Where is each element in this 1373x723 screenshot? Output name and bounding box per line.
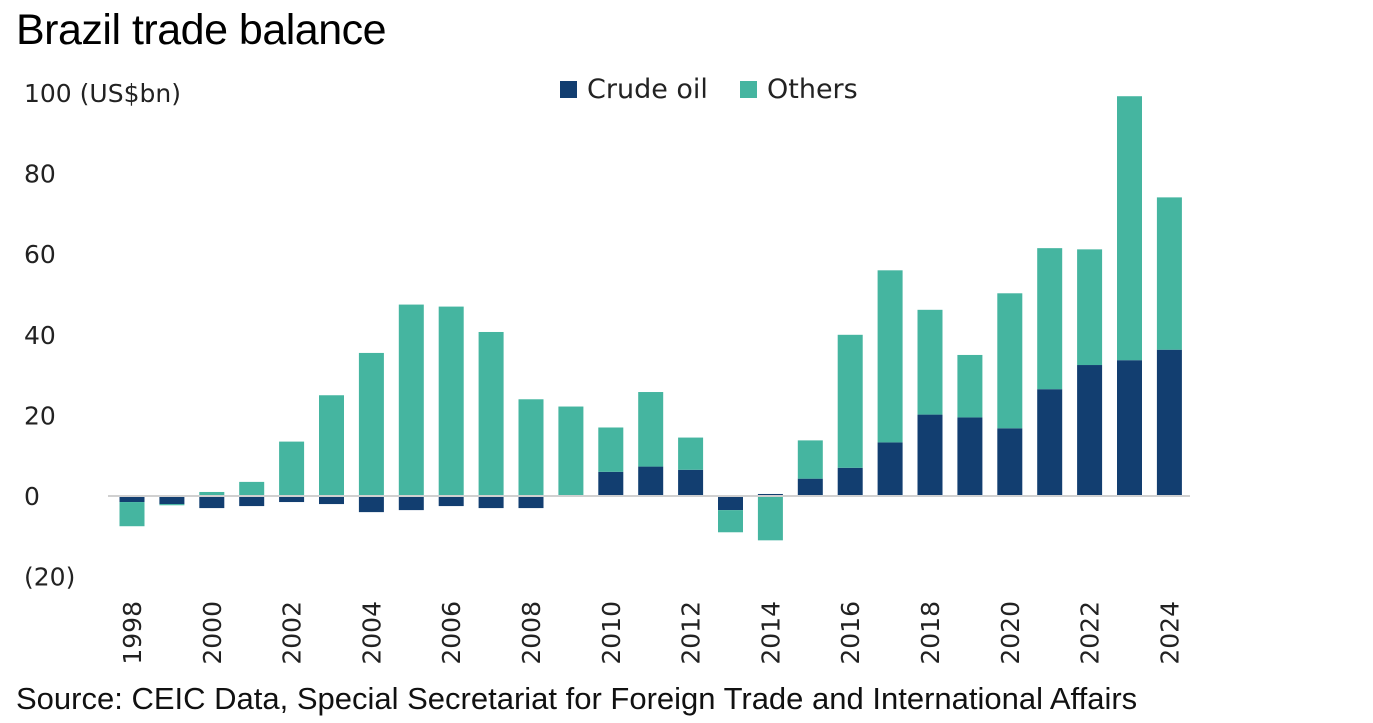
bar-crude-oil-1998 bbox=[119, 496, 145, 503]
trade-balance-chart: 100 (US$bn) 80 60 40 20 0 (20) Crude oil Others… bbox=[24, 74, 1190, 665]
x-tick-label: 2016 bbox=[836, 601, 865, 665]
bar-others-2012 bbox=[678, 437, 704, 470]
legend-swatch-crude-oil bbox=[560, 81, 577, 98]
bar-crude-oil-2001 bbox=[239, 496, 265, 507]
bar-crude-oil-2015 bbox=[797, 478, 823, 496]
x-tick-label: 2008 bbox=[517, 601, 546, 665]
bar-crude-oil-2016 bbox=[837, 467, 863, 496]
bar-crude-oil-1999 bbox=[159, 496, 185, 505]
x-tick-label: 2012 bbox=[677, 601, 706, 665]
y-tick-label: 20 bbox=[24, 401, 56, 430]
bar-crude-oil-2017 bbox=[877, 442, 903, 496]
x-tick-label: 2022 bbox=[1076, 601, 1105, 665]
chart-title: Brazil trade balance bbox=[16, 6, 387, 54]
bar-crude-oil-2008 bbox=[518, 496, 544, 509]
bar-others-2005 bbox=[398, 304, 424, 496]
legend-label-crude-oil: Crude oil bbox=[587, 74, 708, 105]
bar-crude-oil-2007 bbox=[478, 496, 504, 509]
x-tick-label: 2020 bbox=[996, 601, 1025, 665]
bar-crude-oil-2024 bbox=[1156, 349, 1182, 496]
bar-crude-oil-2018 bbox=[917, 414, 943, 496]
bar-crude-oil-2021 bbox=[1037, 389, 1063, 496]
legend-label-others: Others bbox=[767, 74, 858, 105]
bar-crude-oil-2014 bbox=[757, 493, 783, 496]
bar-crude-oil-2006 bbox=[438, 496, 464, 507]
y-tick-label: 60 bbox=[24, 240, 56, 269]
x-tick-label: 2004 bbox=[357, 601, 386, 665]
bar-others-2009 bbox=[558, 406, 584, 496]
x-axis-tick-labels: 1998 2000 2002 2004 2006 2008 2010 2012 2014 2016… bbox=[118, 601, 1184, 665]
x-tick-label: 2006 bbox=[437, 601, 466, 665]
bar-crude-oil-2023 bbox=[1117, 360, 1142, 496]
bar-others-2008 bbox=[518, 399, 544, 496]
bar-crude-oil-2002 bbox=[279, 496, 305, 503]
bar-crude-oil-2020 bbox=[997, 428, 1023, 496]
y-tick-label: 0 bbox=[24, 482, 40, 511]
bar-others-2004 bbox=[358, 352, 384, 496]
bar-crude-oil-2013 bbox=[718, 496, 743, 511]
bar-others-2007 bbox=[478, 331, 504, 496]
legend: Crude oil Others bbox=[560, 74, 858, 105]
bar-crude-oil-2003 bbox=[319, 496, 344, 505]
x-tick-label: 2024 bbox=[1155, 601, 1184, 665]
bar-others-2018 bbox=[917, 309, 943, 415]
x-tick-label: 2014 bbox=[756, 601, 785, 665]
x-tick-label: 2000 bbox=[198, 601, 227, 665]
bar-others-2020 bbox=[997, 293, 1023, 429]
bars bbox=[119, 96, 1182, 541]
bar-crude-oil-2019 bbox=[957, 417, 983, 496]
bar-others-2023 bbox=[1117, 96, 1142, 361]
source-note: Source: CEIC Data, Special Secretariat f… bbox=[16, 681, 1138, 716]
x-tick-label: 2018 bbox=[916, 601, 945, 665]
bar-others-2006 bbox=[438, 306, 464, 496]
bar-others-2002 bbox=[279, 441, 305, 496]
bar-others-2010 bbox=[598, 427, 624, 472]
bar-others-2014 bbox=[757, 496, 783, 541]
bar-others-2011 bbox=[638, 392, 664, 467]
bar-others-2017 bbox=[877, 270, 903, 443]
bar-others-2001 bbox=[239, 481, 265, 496]
bar-crude-oil-2005 bbox=[398, 496, 424, 511]
bar-crude-oil-2000 bbox=[199, 496, 225, 509]
bar-others-2000 bbox=[199, 491, 225, 496]
bar-crude-oil-2012 bbox=[678, 469, 704, 496]
bar-others-2003 bbox=[319, 395, 344, 496]
bar-crude-oil-2004 bbox=[358, 496, 384, 513]
bar-others-2015 bbox=[797, 440, 823, 479]
bar-others-2016 bbox=[837, 334, 863, 468]
x-tick-label: 1998 bbox=[118, 601, 147, 665]
x-tick-label: 2002 bbox=[278, 601, 307, 665]
bar-others-2024 bbox=[1156, 197, 1182, 350]
bar-others-2019 bbox=[957, 354, 983, 418]
y-tick-label: 40 bbox=[24, 321, 56, 350]
y-tick-label: 80 bbox=[24, 160, 56, 189]
bar-others-2021 bbox=[1037, 248, 1063, 390]
bar-others-1999 bbox=[159, 504, 185, 506]
y-tick-label: 100 (US$bn) bbox=[24, 79, 181, 108]
bar-crude-oil-2010 bbox=[598, 471, 624, 496]
bar-crude-oil-2022 bbox=[1077, 365, 1103, 496]
bar-crude-oil-2011 bbox=[638, 466, 664, 496]
y-axis-tick-labels: 100 (US$bn) 80 60 40 20 0 (20) bbox=[24, 79, 181, 592]
legend-swatch-others bbox=[740, 81, 757, 98]
y-tick-label: (20) bbox=[24, 563, 75, 592]
bar-others-2013 bbox=[718, 510, 743, 533]
x-tick-label: 2010 bbox=[597, 601, 626, 665]
bar-others-1998 bbox=[119, 502, 145, 527]
bar-others-2022 bbox=[1077, 249, 1103, 366]
